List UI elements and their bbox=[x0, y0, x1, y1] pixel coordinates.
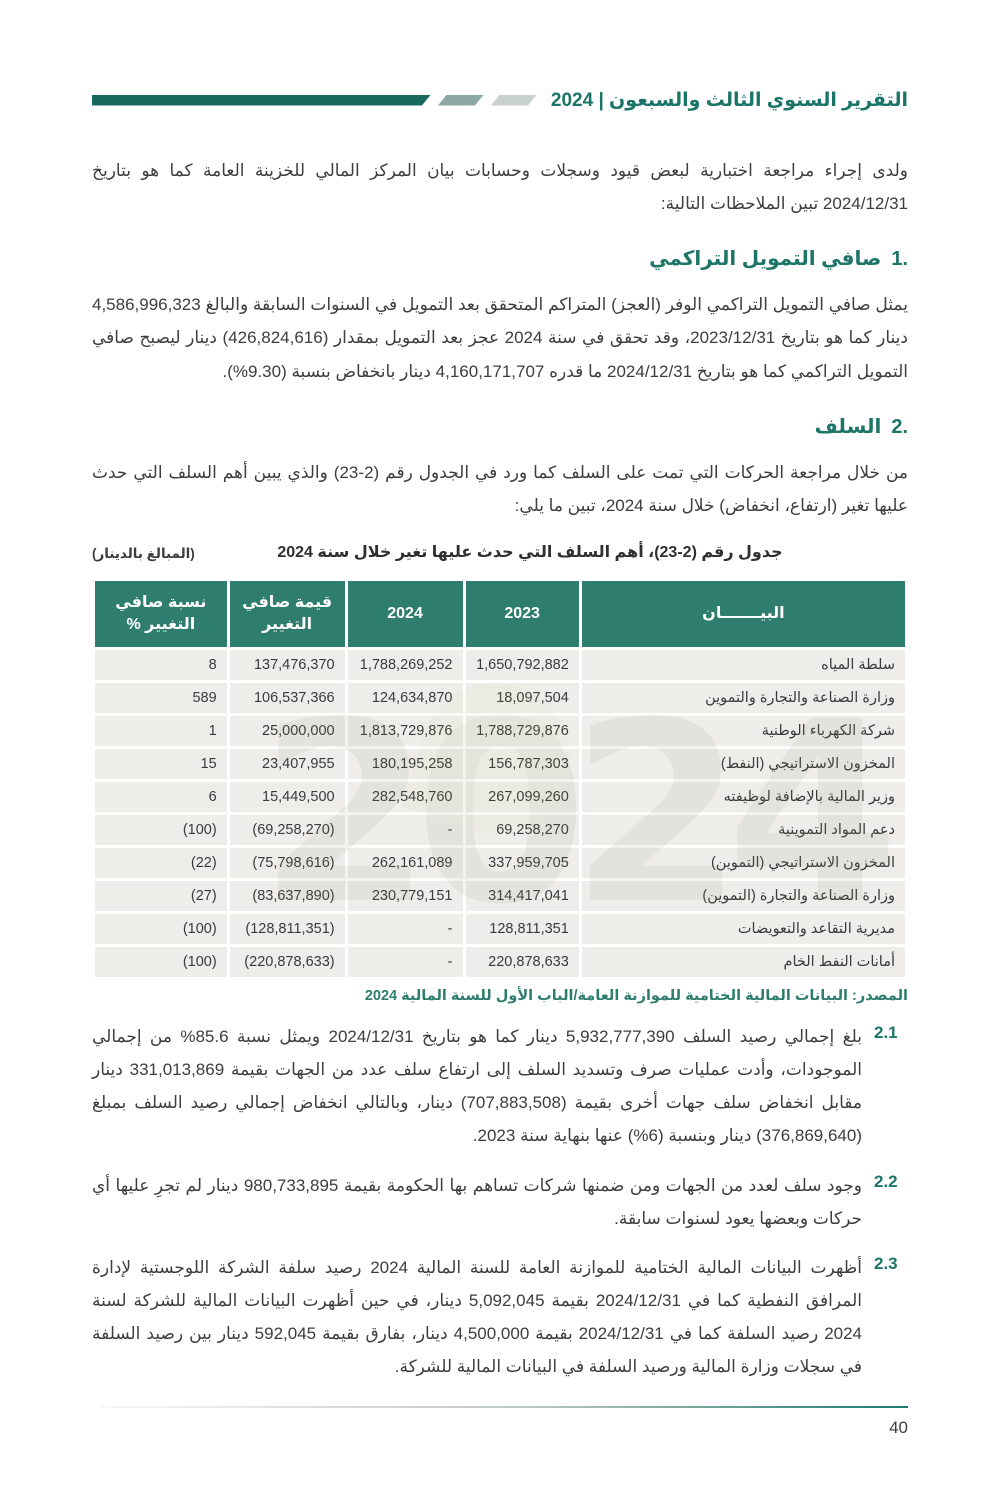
finding-2-3-number: 2.3 bbox=[874, 1253, 898, 1273]
findings-list: 2.1 بلغ إجمالي رصيد السلف 5,932,777,390 … bbox=[92, 1020, 908, 1383]
advances-table: البيـــــــان 2023 2024 قيمة صافي التغيي… bbox=[92, 578, 908, 980]
cell-entity: أمانات النفط الخام bbox=[581, 946, 905, 977]
table-row: وزارة الصناعة والتجارة (التموين) 314,417,… bbox=[95, 880, 905, 911]
cell-change-value: 15,449,500 bbox=[229, 781, 345, 812]
section2-body: من خلال مراجعة الحركات التي تمت على السل… bbox=[92, 462, 909, 515]
cell-change-percent: (100) bbox=[95, 913, 227, 944]
table-header-row: البيـــــــان 2023 2024 قيمة صافي التغيي… bbox=[95, 580, 905, 647]
col-header-2023: 2023 bbox=[465, 580, 579, 647]
section1-title: صافي التمويل التراكمي bbox=[649, 248, 882, 271]
table-row: مديرية التقاعد والتعويضات 128,811,351- (12… bbox=[95, 913, 905, 944]
table-row: وزارة الصناعة والتجارة والتموين 18,097,50… bbox=[95, 682, 905, 713]
cell-2024: - bbox=[347, 946, 463, 977]
cell-change-percent: 589 bbox=[95, 682, 227, 713]
table-caption: جدول رقم (2-23)، أهم السلف التي حدث عليه… bbox=[277, 543, 783, 561]
finding-2-3-text: أظهرت البيانات المالية الختامية للموازنة… bbox=[92, 1257, 863, 1377]
cell-change-percent: 8 bbox=[95, 649, 227, 680]
cell-change-value: (75,798,616) bbox=[229, 847, 345, 878]
finding-2-3: 2.3 أظهرت البيانات المالية الختامية للمو… bbox=[92, 1251, 908, 1384]
finding-2-2-text: وجود سلف لعدد من الجهات ومن ضمنها شركات … bbox=[92, 1175, 863, 1228]
report-page: التقرير السنوي الثالث والسبعون | 2024 ول… bbox=[0, 88, 1000, 1501]
cell-change-value: (220,878,633) bbox=[229, 946, 345, 977]
cell-2024: - bbox=[347, 913, 463, 944]
header-bar-decoration bbox=[92, 95, 431, 106]
cell-entity: وزارة الصناعة والتجارة (التموين) bbox=[581, 880, 905, 911]
cell-change-percent: (100) bbox=[95, 946, 227, 977]
cell-change-percent: 15 bbox=[95, 748, 227, 779]
cell-2024: 282,548,760 bbox=[347, 781, 463, 812]
cell-entity: المخزون الاستراتيجي (النفط) bbox=[581, 748, 905, 779]
cell-entity: وزارة الصناعة والتجارة والتموين bbox=[581, 682, 905, 713]
footer-divider bbox=[100, 1406, 908, 1408]
cell-2024: 180,195,258 bbox=[347, 748, 463, 779]
cell-2024: 230,779,151 bbox=[347, 880, 463, 911]
finding-2-1-text: بلغ إجمالي رصيد السلف 5,932,777,390 دينا… bbox=[92, 1026, 863, 1146]
cell-2024: 262,161,089 bbox=[347, 847, 463, 878]
col-header-entity: البيـــــــان bbox=[581, 580, 905, 647]
col-header-change-value: قيمة صافي التغيير bbox=[229, 580, 345, 647]
intro-paragraph: ولدى إجراء مراجعة اختبارية لبعض قيود وسج… bbox=[92, 161, 908, 214]
cell-2023: 156,787,303 bbox=[465, 748, 579, 779]
cell-change-percent: (100) bbox=[95, 814, 227, 845]
col-header-2024: 2024 bbox=[347, 580, 463, 647]
cell-change-percent: (27) bbox=[95, 880, 227, 911]
report-title: التقرير السنوي الثالث والسبعون | 2024 bbox=[550, 89, 908, 111]
table-row: أمانات النفط الخام 220,878,633- (220,878,6… bbox=[95, 946, 905, 977]
cell-2024: 1,788,269,252 bbox=[347, 649, 463, 680]
cell-2023: 314,417,041 bbox=[465, 880, 579, 911]
cell-entity: دعم المواد التموينية bbox=[581, 814, 905, 845]
finding-2-2-number: 2.2 bbox=[874, 1171, 898, 1191]
section1-heading: 1. صافي التمويل التراكمي bbox=[92, 246, 908, 271]
cell-entity: وزير المالية بالإضافة لوظيفته bbox=[581, 781, 905, 812]
cell-2024: - bbox=[347, 814, 463, 845]
cell-entity: سلطة المياه bbox=[581, 649, 905, 680]
cell-2023: 267,099,260 bbox=[465, 781, 579, 812]
cell-2023: 69,258,270 bbox=[465, 814, 579, 845]
header-segment-light-icon bbox=[491, 95, 537, 106]
section2-heading: 2. السلف bbox=[92, 414, 908, 439]
cell-entity: المخزون الاستراتيجي (التموين) bbox=[581, 847, 905, 878]
cell-change-percent: (22) bbox=[95, 847, 227, 878]
table-source: المصدر: البيانات المالية الختامية للمواز… bbox=[364, 987, 908, 1004]
cell-change-value: (128,811,351) bbox=[229, 913, 345, 944]
cell-2023: 1,788,729,876 bbox=[465, 715, 579, 746]
page-number: 40 bbox=[889, 1418, 908, 1437]
section1-body: يمثل صافي التمويل التراكمي الوفر (العجز)… bbox=[92, 295, 908, 381]
header-segment-mid-icon bbox=[438, 95, 484, 106]
cell-change-value: (69,258,270) bbox=[229, 814, 345, 845]
table-row: المخزون الاستراتيجي (التموين) 337,959,705… bbox=[95, 847, 905, 878]
table-row: دعم المواد التموينية 69,258,270- (69,258,2… bbox=[95, 814, 905, 845]
cell-2023: 18,097,504 bbox=[465, 682, 579, 713]
cell-2024: 1,813,729,876 bbox=[347, 715, 463, 746]
cell-change-percent: 1 bbox=[95, 715, 227, 746]
cell-2023: 1,650,792,882 bbox=[465, 649, 579, 680]
col-header-change-percent: نسبة صافي التغيير % bbox=[95, 580, 227, 647]
section2-title: السلف bbox=[814, 415, 882, 438]
table-caption-row: (المبالغ بالدينار) جدول رقم (2-23)، أهم … bbox=[92, 542, 908, 572]
cell-change-value: (83,637,890) bbox=[229, 880, 345, 911]
cell-change-value: 106,537,366 bbox=[229, 682, 345, 713]
cell-2023: 220,878,633 bbox=[465, 946, 579, 977]
amounts-note: (المبالغ بالدينار) bbox=[92, 545, 195, 561]
cell-change-value: 23,407,955 bbox=[229, 748, 345, 779]
cell-change-value: 137,476,370 bbox=[229, 649, 345, 680]
cell-2023: 128,811,351 bbox=[465, 913, 579, 944]
finding-2-1: 2.1 بلغ إجمالي رصيد السلف 5,932,777,390 … bbox=[92, 1020, 908, 1153]
finding-2-1-number: 2.1 bbox=[874, 1022, 898, 1042]
table-row: شركة الكهرباء الوطنية 1,788,729,876 1,813,… bbox=[95, 715, 905, 746]
table-row: المخزون الاستراتيجي (النفط) 156,787,303 18… bbox=[95, 748, 905, 779]
cell-2023: 337,959,705 bbox=[465, 847, 579, 878]
table-row: وزير المالية بالإضافة لوظيفته 267,099,260… bbox=[95, 781, 905, 812]
page-header: التقرير السنوي الثالث والسبعون | 2024 bbox=[92, 88, 908, 112]
section1-number: 1. bbox=[891, 248, 908, 271]
cell-2024: 124,634,870 bbox=[347, 682, 463, 713]
cell-change-value: 25,000,000 bbox=[229, 715, 345, 746]
cell-change-percent: 6 bbox=[95, 781, 227, 812]
section2-number: 2. bbox=[891, 415, 908, 438]
table-row: سلطة المياه 1,650,792,882 1,788,269,252 137… bbox=[95, 649, 905, 680]
cell-entity: مديرية التقاعد والتعويضات bbox=[581, 913, 905, 944]
finding-2-2: 2.2 وجود سلف لعدد من الجهات ومن ضمنها شر… bbox=[92, 1169, 908, 1235]
cell-entity: شركة الكهرباء الوطنية bbox=[581, 715, 905, 746]
